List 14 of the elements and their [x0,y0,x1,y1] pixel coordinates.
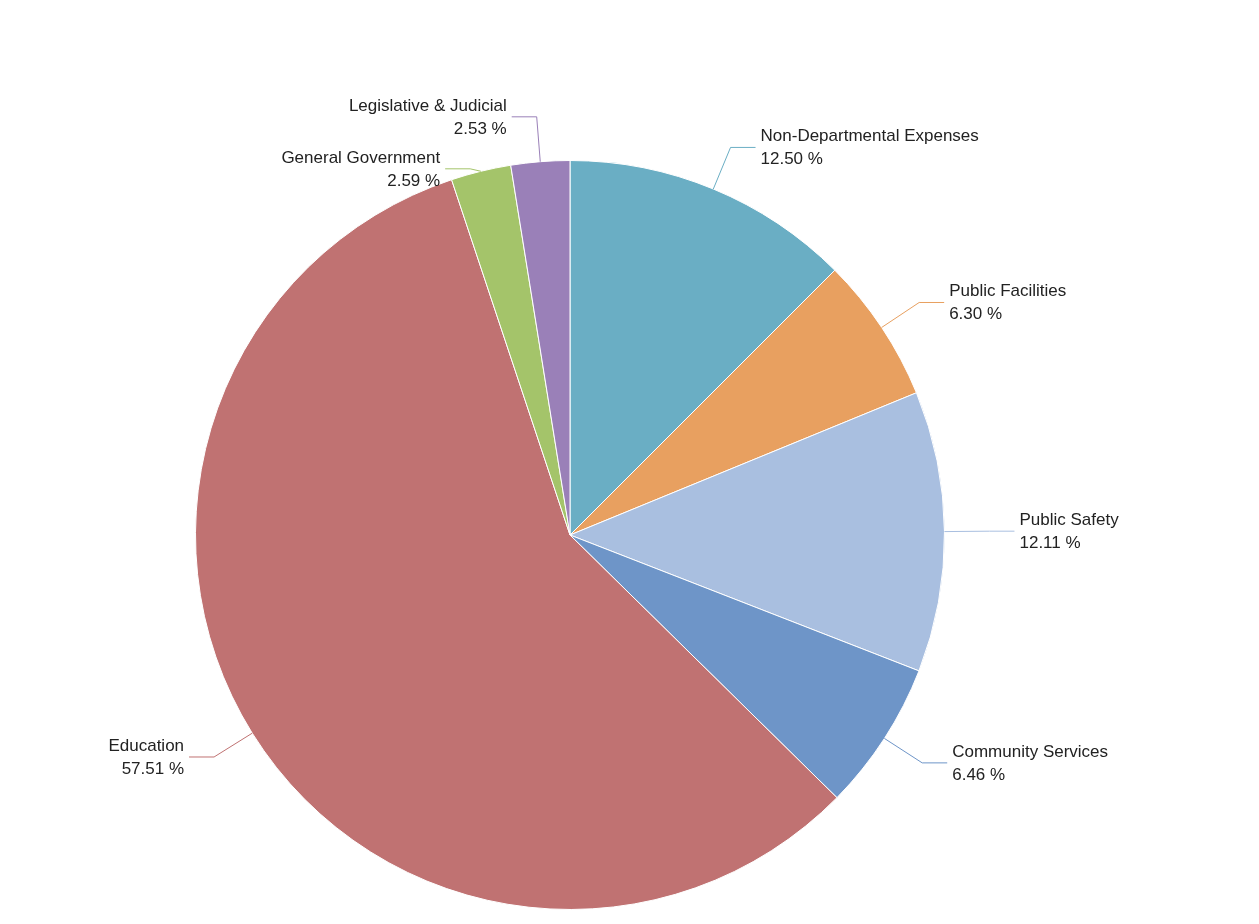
data-label: 2.59 % [387,170,441,190]
data-label: 12.50 % [760,149,823,169]
slice-label: General Government [281,147,441,167]
slice-label: Education [108,735,185,755]
data-label: 6.30 % [949,304,1003,324]
data-label: 6.46 % [952,764,1006,784]
slice-label: Public Facilities [949,281,1067,301]
slice-label: Community Services [952,741,1109,761]
slice-label: Non-Departmental Expenses [760,126,979,146]
data-label: 12.11 % [1019,532,1081,552]
data-label: 57.51 % [121,758,185,778]
slice-label: Legislative & Judicial [348,95,507,115]
data-label: 2.53 % [453,118,507,138]
slice-label: Public Safety [1019,509,1120,529]
